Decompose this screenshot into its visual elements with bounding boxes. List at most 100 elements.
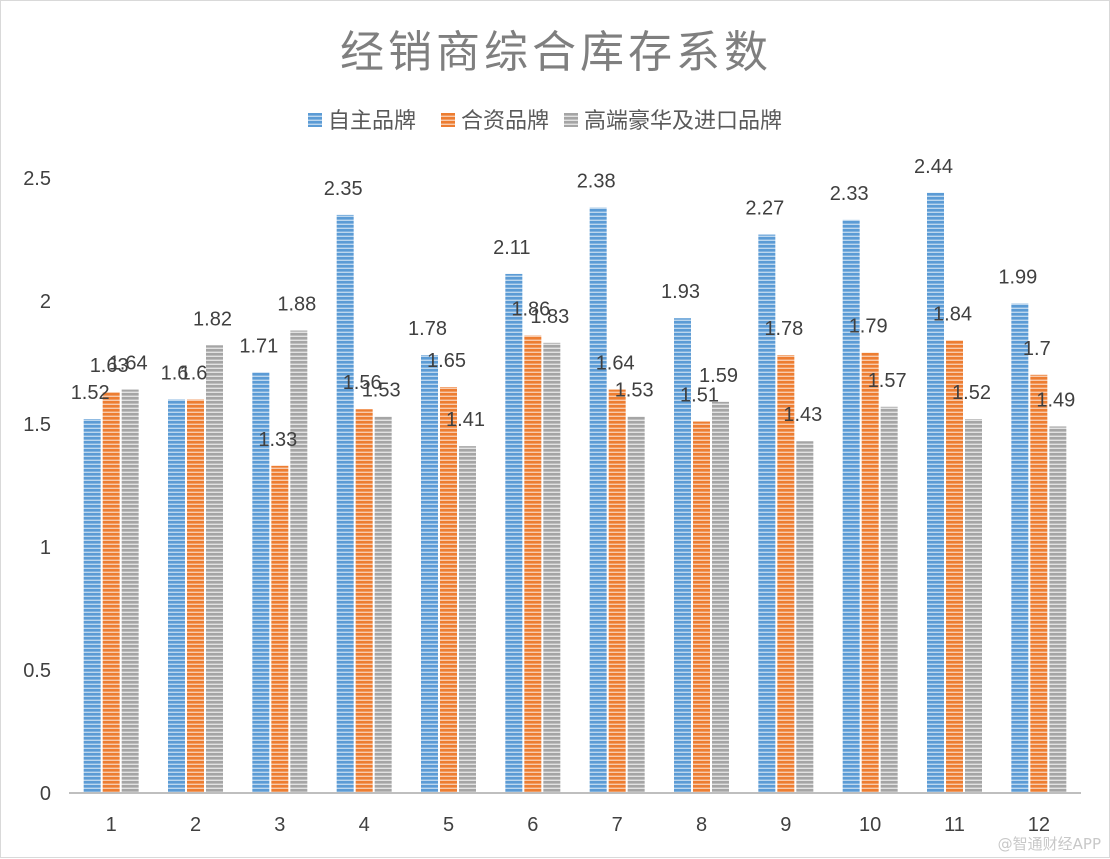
bar xyxy=(83,419,101,793)
data-label: 1.84 xyxy=(933,303,972,325)
data-label: 1.99 xyxy=(998,266,1037,288)
y-tick-label: 1 xyxy=(40,537,51,559)
data-label: 1.64 xyxy=(109,353,148,375)
data-label: 1.79 xyxy=(849,316,888,338)
x-tick-label: 6 xyxy=(527,814,538,836)
bar xyxy=(627,416,645,793)
data-label: 1.65 xyxy=(427,350,466,372)
bar xyxy=(589,207,607,793)
y-tick-label: 2.5 xyxy=(23,168,51,190)
data-label: 1.86 xyxy=(511,298,550,320)
data-label: 1.51 xyxy=(680,385,719,407)
bar xyxy=(290,330,308,793)
data-label: 1.33 xyxy=(258,429,297,451)
bar xyxy=(543,342,561,793)
legend-swatch xyxy=(441,113,455,127)
y-tick-label: 2 xyxy=(40,291,51,313)
bar xyxy=(712,401,729,793)
bar xyxy=(271,465,289,793)
data-label: 1.59 xyxy=(699,365,738,387)
bar xyxy=(796,441,814,793)
bar xyxy=(608,389,626,793)
bar xyxy=(842,219,860,793)
bar xyxy=(758,234,776,793)
bar xyxy=(1011,303,1029,793)
legend-swatch xyxy=(564,113,578,127)
data-label: 1.57 xyxy=(868,370,907,392)
x-tick-label: 4 xyxy=(359,814,370,836)
bar xyxy=(459,446,476,793)
bar xyxy=(693,421,710,793)
bar xyxy=(121,389,139,793)
bar xyxy=(946,340,963,793)
data-label: 1.41 xyxy=(446,409,485,431)
data-label: 2.38 xyxy=(577,171,616,193)
bar xyxy=(524,335,542,793)
x-tick-label: 8 xyxy=(696,814,707,836)
bar xyxy=(880,406,898,793)
data-label: 1.6 xyxy=(180,362,208,384)
y-tick-label: 1.5 xyxy=(23,414,51,436)
data-label: 1.88 xyxy=(277,294,316,316)
bar xyxy=(440,387,457,793)
x-tick-label: 2 xyxy=(190,814,201,836)
x-tick-label: 11 xyxy=(944,814,965,836)
bar xyxy=(965,419,982,793)
x-tick-label: 12 xyxy=(1028,814,1050,836)
data-label: 1.53 xyxy=(362,380,401,402)
data-label: 1.71 xyxy=(239,335,278,357)
bar xyxy=(206,345,223,793)
bar xyxy=(168,399,185,793)
bar xyxy=(674,318,691,793)
data-label: 1.43 xyxy=(783,404,822,426)
x-tick-label: 7 xyxy=(612,814,623,836)
data-label: 2.44 xyxy=(914,156,953,178)
bar xyxy=(374,416,392,793)
y-axis: 0 0.5 1 1.5 2 2.5 xyxy=(23,168,51,805)
bar xyxy=(421,355,438,793)
legend-label: 高端豪华及进口品牌 xyxy=(584,109,782,134)
legend-swatch xyxy=(308,113,322,127)
bar xyxy=(336,214,354,793)
data-label: 1.64 xyxy=(596,353,635,375)
bar xyxy=(1030,374,1048,793)
watermark-text: @智通财经APP xyxy=(998,835,1101,853)
data-label: 1.83 xyxy=(530,306,569,328)
data-label: 1.63 xyxy=(90,355,129,377)
x-tick-label: 3 xyxy=(274,814,285,836)
data-label: 1.7 xyxy=(1023,338,1051,360)
data-labels: 1.521.631.64 1.61.61.821.711.331.882.351.… xyxy=(71,156,1076,451)
x-tick-label: 5 xyxy=(443,814,454,836)
bar xyxy=(252,372,270,793)
data-label: 2.33 xyxy=(830,183,869,205)
data-label: 1.56 xyxy=(343,372,382,394)
data-label: 1.93 xyxy=(661,281,700,303)
data-label: 1.49 xyxy=(1036,389,1075,411)
data-label: 2.11 xyxy=(493,237,530,259)
bar xyxy=(861,352,879,793)
chart-title: 经销商综合库存系数 xyxy=(340,27,772,78)
data-label: 2.27 xyxy=(745,198,784,220)
bar xyxy=(102,392,120,793)
bar xyxy=(777,355,795,793)
y-tick-label: 0 xyxy=(40,783,51,805)
y-tick-label: 0.5 xyxy=(23,660,51,682)
legend-label: 合资品牌 xyxy=(461,109,549,134)
bar xyxy=(187,399,204,793)
data-label: 1.78 xyxy=(764,318,803,340)
x-tick-label: 10 xyxy=(859,814,881,836)
bars xyxy=(83,192,1067,793)
x-tick-label: 1 xyxy=(106,814,117,836)
data-label: 1.53 xyxy=(615,380,654,402)
x-tick-label: 9 xyxy=(780,814,791,836)
data-label: 1.6 xyxy=(161,362,189,384)
data-label: 2.35 xyxy=(324,178,363,200)
bar xyxy=(1049,426,1067,793)
legend-label: 自主品牌 xyxy=(328,109,416,134)
bar xyxy=(927,192,944,793)
data-label: 1.52 xyxy=(952,382,991,404)
x-axis: 1 2 3 4 5 6 7 8 9 10 11 12 xyxy=(106,814,1050,836)
bar xyxy=(505,273,523,793)
